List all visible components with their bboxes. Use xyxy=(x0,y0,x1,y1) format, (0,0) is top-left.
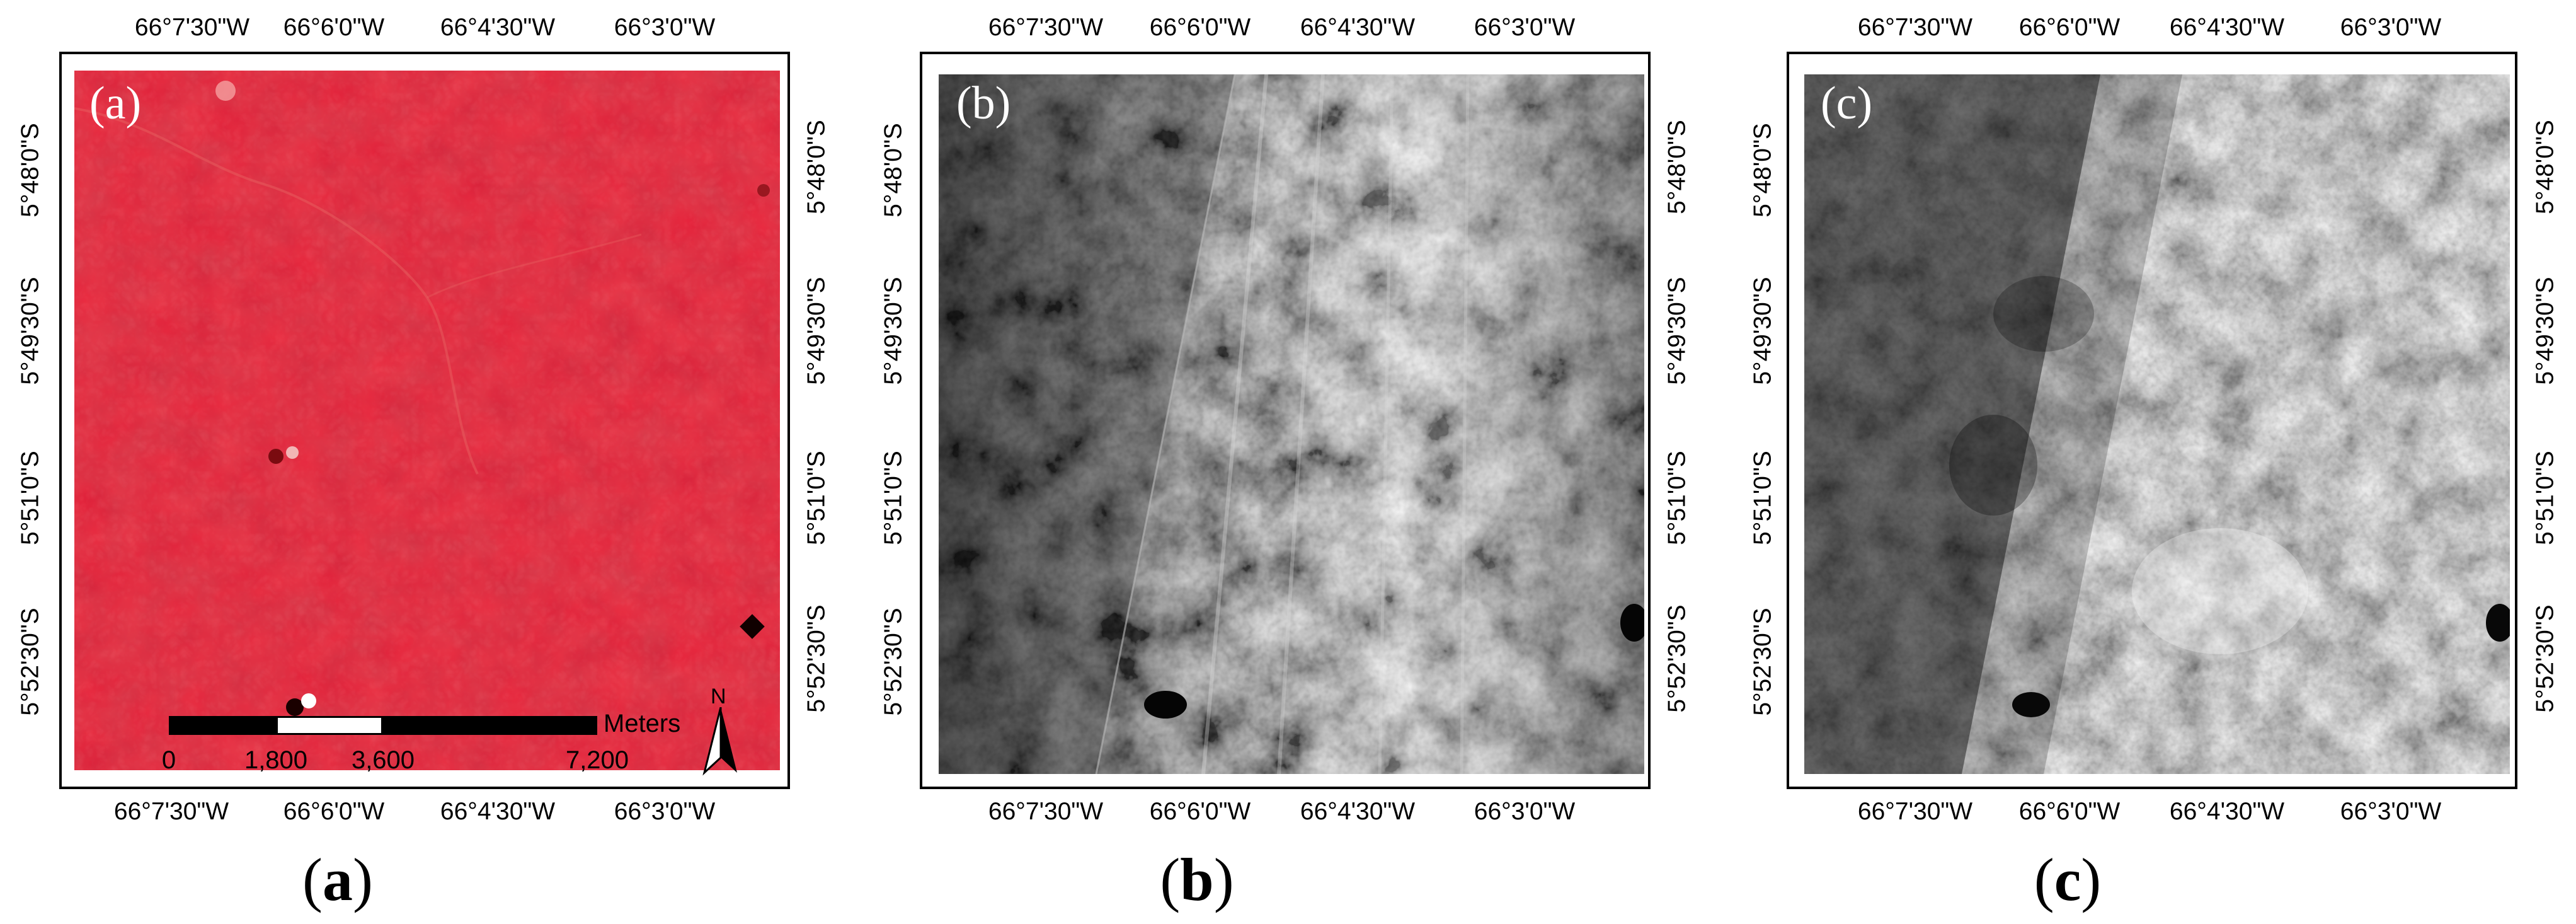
bottom-longitude-tick: 66°7'30"W xyxy=(1857,798,1973,825)
north-arrow-icon xyxy=(702,707,737,776)
north-arrow: N xyxy=(702,684,740,776)
top-longitude-tick: 66°3'0"W xyxy=(2340,14,2442,41)
bottom-longitude-tick: 66°4'30"W xyxy=(2169,798,2285,825)
bottom-longitude-tick: 66°3'0"W xyxy=(1474,798,1576,825)
bottom-longitude-tick: 66°6'0"W xyxy=(283,798,385,825)
grayscale-image xyxy=(1804,74,2510,774)
top-longitude-tick: 66°4'30"W xyxy=(1300,14,1416,41)
map-panel-b: (b) xyxy=(920,52,1651,789)
map-panel-c: (c) xyxy=(1787,52,2517,789)
bottom-longitude-tick: 66°6'0"W xyxy=(1149,798,1251,825)
bottom-longitude-tick: 66°7'30"W xyxy=(988,798,1104,825)
panel-caption: (c) xyxy=(2034,846,2102,913)
bottom-longitude-tick: 66°6'0"W xyxy=(2018,798,2121,825)
top-longitude-tick: 66°3'0"W xyxy=(1474,14,1576,41)
red-composite-raster xyxy=(74,71,780,770)
top-longitude-tick: 66°4'30"W xyxy=(2169,14,2285,41)
top-longitude-tick: 66°7'30"W xyxy=(988,14,1104,41)
scale-segment xyxy=(276,716,383,735)
map-panel-a: (a) 0 1,800 3,600 7,200 Meters N xyxy=(59,52,790,789)
striped-grayscale-raster xyxy=(939,74,1644,774)
scale-units: Meters xyxy=(604,710,681,737)
scale-label: 3,600 xyxy=(351,746,415,774)
panel-inner-label: (b) xyxy=(956,78,1011,129)
bottom-longitude-tick: 66°4'30"W xyxy=(440,798,556,825)
scale-label: 0 xyxy=(161,746,176,774)
scale-segment xyxy=(169,716,276,735)
north-letter: N xyxy=(711,684,726,708)
top-longitude-tick: 66°4'30"W xyxy=(440,14,556,41)
panel-inner-label: (c) xyxy=(1821,78,1873,129)
bottom-longitude-tick: 66°7'30"W xyxy=(113,798,229,825)
bottom-longitude-tick: 66°4'30"W xyxy=(1300,798,1416,825)
top-longitude-tick: 66°7'30"W xyxy=(1857,14,1973,41)
top-longitude-tick: 66°6'0"W xyxy=(2018,14,2121,41)
top-longitude-tick: 66°6'0"W xyxy=(283,14,385,41)
grayscale-image xyxy=(939,74,1644,774)
scale-bar: 0 1,800 3,600 7,200 Meters xyxy=(162,710,680,798)
panel-caption: (b) xyxy=(1160,846,1234,913)
false-color-image xyxy=(74,71,780,770)
smooth-grayscale-raster xyxy=(1804,74,2510,774)
bottom-longitude-tick: 66°3'0"W xyxy=(614,798,716,825)
scale-label: 7,200 xyxy=(565,746,629,774)
top-longitude-tick: 66°7'30"W xyxy=(134,14,250,41)
scale-segment xyxy=(383,716,597,735)
scale-label: 1,800 xyxy=(244,746,308,774)
panel-inner-label: (a) xyxy=(89,78,142,129)
panel-caption: (a) xyxy=(302,846,373,913)
bottom-longitude-tick: 66°3'0"W xyxy=(2340,798,2442,825)
top-longitude-tick: 66°3'0"W xyxy=(614,14,716,41)
top-longitude-tick: 66°6'0"W xyxy=(1149,14,1251,41)
